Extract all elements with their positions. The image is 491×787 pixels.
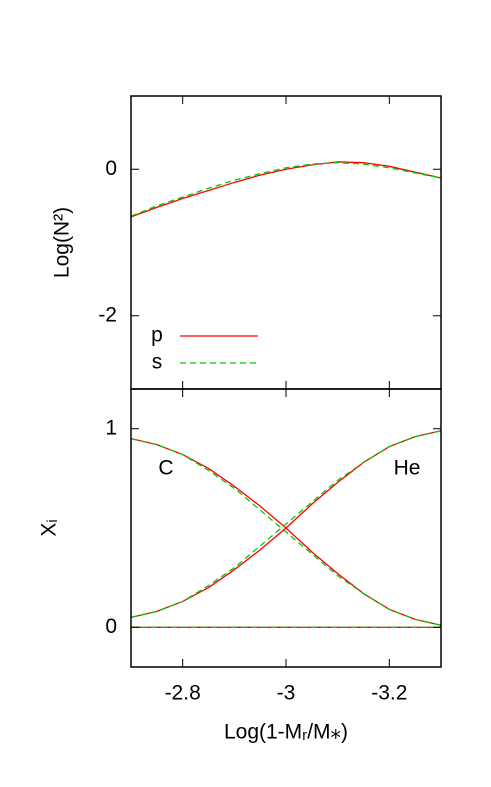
y-axis-label: Log(N²) — [51, 207, 74, 278]
series-line — [130, 438, 442, 626]
y-axis-label: Xᵢ — [38, 519, 61, 536]
x-axis-label: Log(1-Mᵣ/M⁎) — [224, 721, 348, 744]
y-tick-label: 0 — [105, 615, 117, 638]
series-line — [130, 162, 442, 217]
y-tick-label: 0 — [105, 157, 117, 180]
y-tick-label: -2 — [98, 303, 117, 326]
x-tick-label: -3.2 — [371, 682, 407, 705]
plot-frame — [130, 95, 442, 390]
series-line — [130, 430, 442, 618]
x-tick-label: -3 — [277, 682, 296, 705]
x-tick-label: -2.8 — [165, 682, 201, 705]
plot-frame — [130, 388, 442, 668]
y-tick-label: 1 — [105, 416, 117, 439]
legend-label: p — [151, 324, 163, 347]
annotation: C — [158, 457, 173, 480]
legend-label: s — [152, 351, 163, 374]
annotation: He — [394, 457, 421, 480]
series-line — [130, 161, 442, 218]
